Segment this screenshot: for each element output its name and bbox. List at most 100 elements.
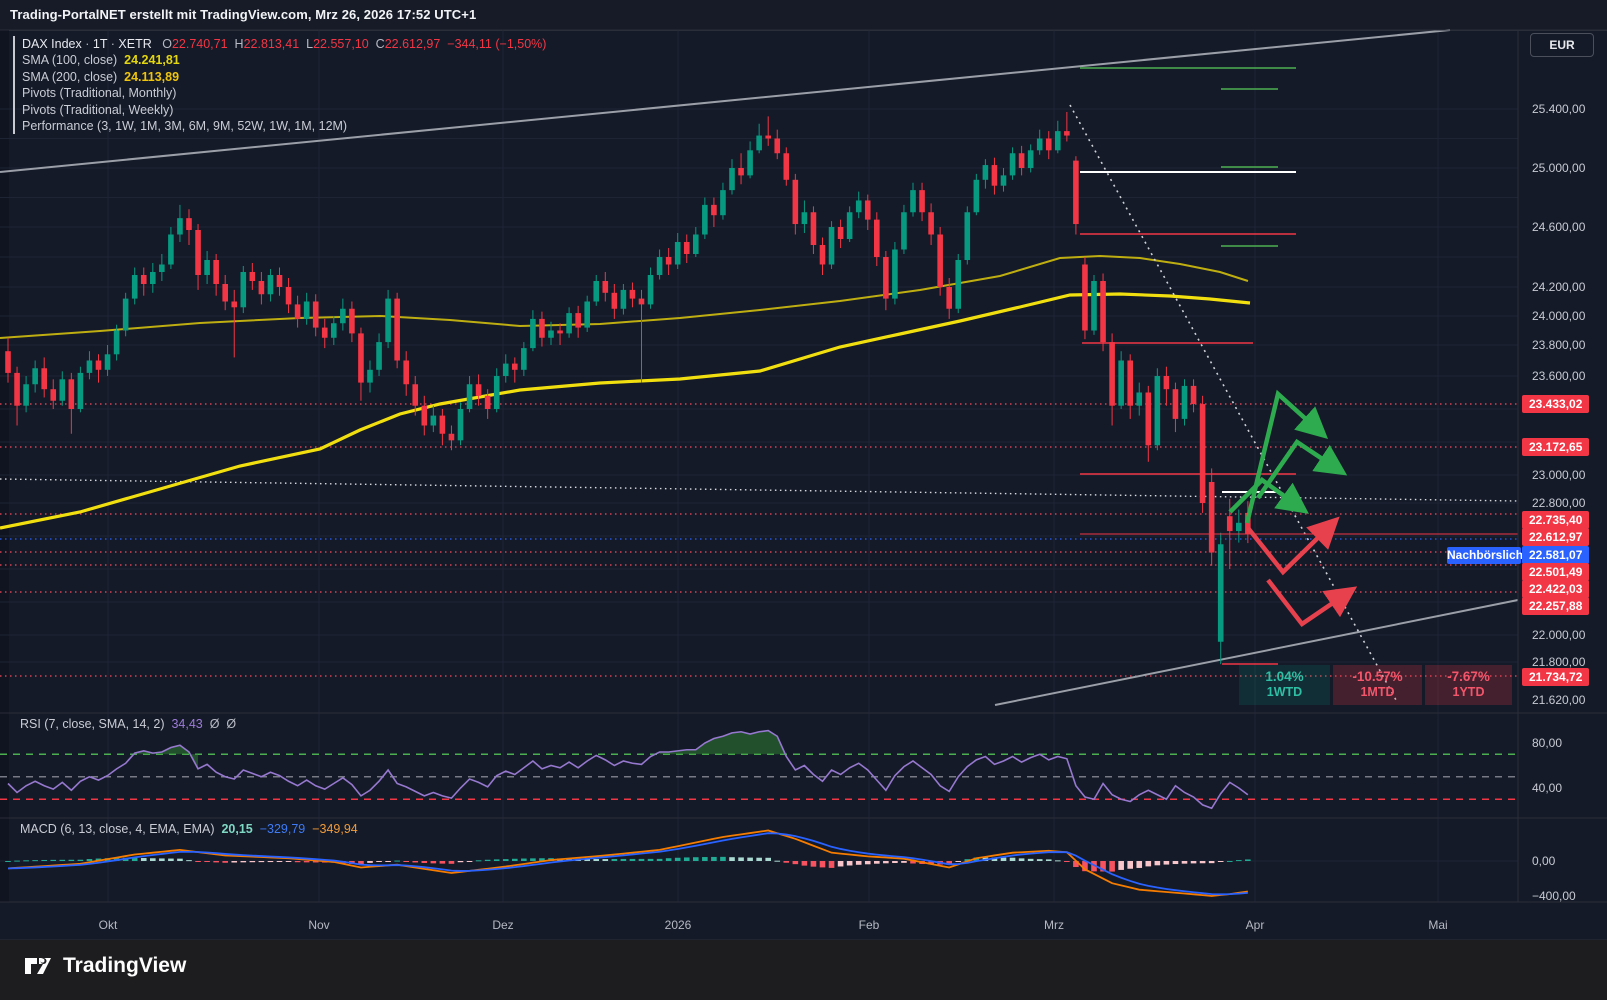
candle-body — [593, 281, 600, 302]
macd-histogram-bar — [1181, 861, 1188, 864]
tradingview-logo[interactable]: TradingView — [24, 953, 186, 979]
candle-body — [140, 275, 147, 284]
candle-body — [747, 150, 753, 176]
macd-histogram-bar — [720, 856, 726, 861]
candle-body — [729, 168, 735, 191]
price-tick-label: 24.000,00 — [1532, 309, 1586, 323]
macd-histogram-bar — [1127, 861, 1133, 869]
candle-body — [720, 190, 726, 216]
candle-body — [466, 384, 473, 409]
candle-body — [1127, 360, 1133, 406]
macd-histogram-bar — [512, 858, 518, 861]
macd-histogram-bar — [1091, 861, 1097, 872]
rsi-legend-row[interactable]: RSI (7, close, SMA, 14, 2) 34,43 Ø Ø — [20, 717, 237, 731]
legend-pivots-monthly-row[interactable]: Pivots (Traditional, Monthly) — [22, 86, 177, 101]
legend-sma100-row[interactable]: SMA (100, close) 24.241,81 — [22, 53, 180, 68]
macd-histogram-bar — [222, 861, 228, 863]
macd-histogram-bar — [602, 859, 609, 861]
candle-body — [837, 227, 844, 239]
candle-body — [1100, 281, 1106, 343]
price-axis-badge: 22.581,07 — [1522, 546, 1590, 564]
macd-histogram-bar — [1245, 859, 1251, 861]
macd-histogram-bar — [358, 861, 364, 865]
time-tick-label: Nov — [308, 918, 330, 932]
candle-body — [756, 135, 762, 151]
candle-body — [683, 242, 690, 254]
legend-sma200-row[interactable]: SMA (200, close) 24.113,89 — [22, 69, 180, 84]
candle-body — [702, 204, 708, 235]
symbol-interval[interactable]: 1T — [92, 37, 108, 51]
candle-body — [448, 433, 455, 441]
candle-body — [955, 260, 962, 309]
chart-canvas[interactable] — [0, 0, 1607, 940]
low-value: 22.557,10 — [313, 37, 369, 51]
macd-histogram-bar — [475, 860, 482, 862]
macd-histogram-bar — [32, 860, 38, 862]
legend-symbol-row[interactable]: DAX Index · 1T · XETR O22.740,71 H22.813… — [22, 37, 547, 51]
candle-body — [982, 165, 989, 180]
macd-histogram-bar — [801, 861, 808, 866]
candle-body — [964, 212, 971, 260]
candle-body — [267, 275, 274, 295]
candle-body — [548, 330, 554, 338]
candle-body — [620, 289, 627, 309]
macd-histogram-bar — [846, 861, 853, 866]
candle-body — [349, 308, 355, 334]
macd-histogram-bar — [240, 861, 247, 863]
time-tick-label: Feb — [858, 918, 880, 932]
candle-body — [303, 301, 310, 319]
candle-body — [774, 138, 781, 154]
candle-body — [864, 200, 871, 220]
candle-body — [195, 230, 201, 275]
macd-histogram-bar — [883, 861, 889, 864]
legend-performance-row[interactable]: Performance (3, 1W, 1M, 3M, 6M, 9M, 52W,… — [22, 118, 348, 133]
candle-body — [1236, 522, 1242, 532]
macd-histogram-bar — [294, 861, 301, 863]
macd-histogram-bar — [41, 859, 47, 861]
candle-body — [602, 281, 609, 293]
legend-pivots-weekly-row[interactable]: Pivots (Traditional, Weekly) — [22, 102, 174, 117]
macd-histogram-bar — [204, 861, 210, 862]
macd-histogram-bar — [457, 861, 464, 863]
macd-histogram-bar — [95, 858, 102, 861]
macd-histogram-bar — [756, 857, 762, 861]
candle-body — [168, 234, 174, 265]
candle-body — [1226, 516, 1233, 532]
price-axis-badge: 22.612,97 — [1522, 528, 1590, 546]
candle-body — [113, 330, 120, 355]
price-tick-label: 21.620,00 — [1532, 693, 1586, 707]
price-axis-badge: 21.734,72 — [1522, 668, 1590, 686]
macd-histogram-bar — [502, 859, 509, 861]
macd-histogram-bar — [140, 858, 147, 861]
price-axis-badge: 22.257,88 — [1522, 597, 1590, 615]
macd-histogram-bar — [303, 861, 310, 863]
price-axis-badge: 23.172,65 — [1522, 438, 1590, 456]
currency-button[interactable]: EUR — [1530, 33, 1594, 57]
candle-body — [285, 287, 292, 305]
macd-histogram-bar — [874, 861, 880, 864]
macd-histogram-bar — [1172, 861, 1179, 865]
symbol-exchange: XETR — [118, 37, 152, 51]
candle-body — [638, 298, 645, 305]
macd-histogram-bar — [14, 860, 20, 862]
close-value: 22.612,97 — [384, 37, 441, 51]
macd-histogram-bar — [493, 859, 500, 861]
candle-body — [50, 389, 57, 401]
candle-body — [222, 284, 228, 302]
candle-body — [412, 384, 419, 406]
candle-body — [874, 219, 880, 257]
symbol-name[interactable]: DAX Index — [22, 37, 82, 51]
macd-legend-row[interactable]: MACD (6, 13, close, 4, EMA, EMA) 20,15 −… — [20, 822, 358, 836]
price-tick-label: 21.800,00 — [1532, 655, 1586, 669]
macd-histogram-bar — [593, 859, 600, 861]
candle-body — [294, 304, 301, 319]
performance-cell-1mtd: -10.57% 1MTD — [1333, 665, 1422, 705]
candle-body — [430, 415, 437, 426]
macd-histogram-bar — [991, 857, 998, 861]
macd-histogram-bar — [484, 859, 491, 861]
candle-body — [611, 292, 618, 309]
macd-histogram-bar — [1199, 861, 1206, 864]
candle-body — [1036, 138, 1043, 151]
high-value: 22.813,41 — [243, 37, 300, 51]
